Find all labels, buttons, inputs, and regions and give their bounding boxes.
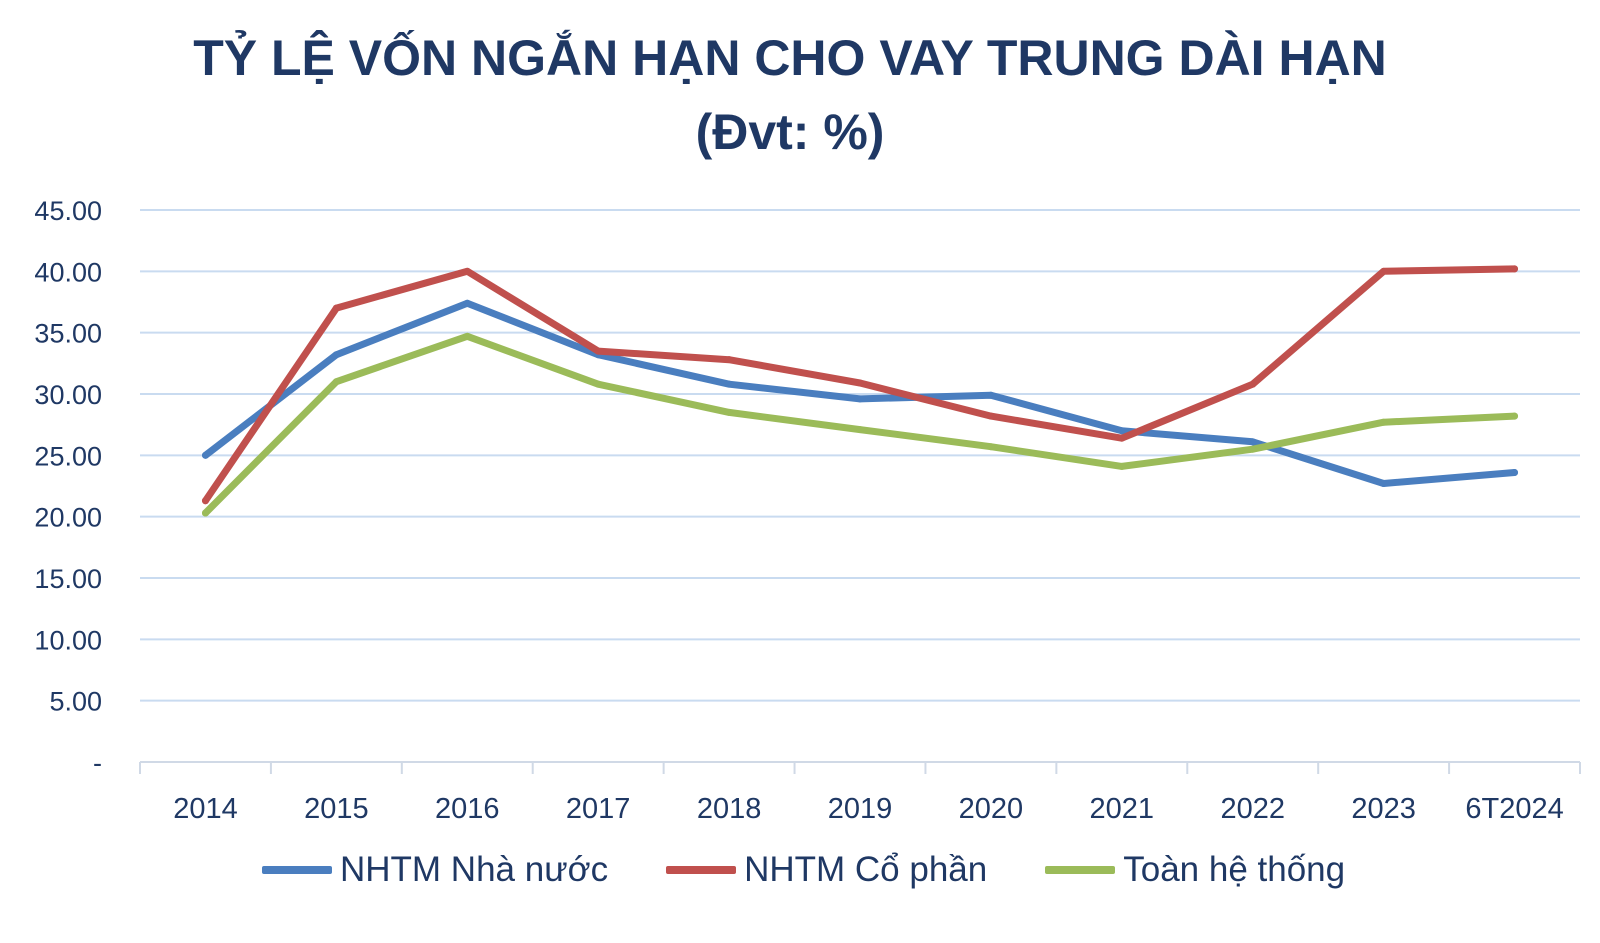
y-tick-label: 25.00 bbox=[34, 441, 102, 471]
data-point bbox=[201, 497, 209, 505]
x-tick-label: 2017 bbox=[566, 793, 631, 825]
y-axis-ticks: - 5.00 10.00 15.00 20.00 25.00 30.00 35.00 40.00… bbox=[34, 196, 102, 778]
x-tick-label: 2016 bbox=[435, 793, 500, 825]
legend-swatch bbox=[1045, 866, 1116, 874]
data-point bbox=[332, 378, 340, 386]
data-point bbox=[594, 347, 602, 355]
series-line-3 bbox=[202, 332, 1518, 517]
data-point bbox=[1249, 438, 1257, 446]
y-tick-label: 15.00 bbox=[34, 564, 102, 594]
x-axis bbox=[139, 761, 1581, 774]
y-tick-label: 10.00 bbox=[34, 625, 102, 655]
data-point bbox=[201, 451, 209, 459]
legend-swatch bbox=[262, 866, 332, 874]
data-point bbox=[725, 408, 733, 416]
data-point bbox=[1118, 434, 1126, 442]
x-tick-label: 2015 bbox=[304, 793, 369, 825]
data-point bbox=[1380, 418, 1388, 426]
data-point bbox=[1511, 412, 1519, 420]
data-point bbox=[463, 299, 471, 307]
data-point bbox=[594, 380, 602, 388]
data-point bbox=[856, 379, 864, 387]
data-point bbox=[1249, 380, 1257, 388]
y-tick-label: 40.00 bbox=[34, 257, 102, 287]
y-tick-label: 5.00 bbox=[49, 687, 102, 717]
data-point bbox=[987, 443, 995, 451]
y-tick-label: 35.00 bbox=[34, 319, 102, 349]
data-point bbox=[332, 304, 340, 312]
data-point bbox=[1380, 480, 1388, 488]
x-tick-label: 2018 bbox=[697, 793, 762, 825]
y-tick-label: - bbox=[93, 748, 102, 778]
y-tick-label: 20.00 bbox=[34, 503, 102, 533]
y-tick-label: 30.00 bbox=[34, 380, 102, 410]
legend-label: Toàn hệ thống bbox=[1123, 850, 1346, 889]
legend-label: NHTM Cổ phần bbox=[744, 850, 988, 889]
legend-label: NHTM Nhà nước bbox=[340, 850, 609, 889]
x-tick-label: 2019 bbox=[828, 793, 893, 825]
data-point bbox=[856, 426, 864, 434]
x-tick-label: 2014 bbox=[173, 793, 238, 825]
data-point bbox=[856, 395, 864, 403]
data-point bbox=[987, 412, 995, 420]
chart-title: TỶ LỆ VỐN NGẮN HẠN CHO VAY TRUNG DÀI HẠN bbox=[193, 30, 1387, 86]
data-point bbox=[725, 380, 733, 388]
x-tick-label: 6T2024 bbox=[1465, 793, 1563, 825]
data-point bbox=[201, 509, 209, 517]
data-point bbox=[1249, 445, 1257, 453]
x-tick-label: 2023 bbox=[1351, 793, 1416, 825]
legend-item: Toàn hệ thống bbox=[1045, 850, 1345, 890]
data-point bbox=[463, 267, 471, 275]
data-point bbox=[332, 351, 340, 359]
legend-item: NHTM Cổ phần bbox=[666, 850, 987, 890]
y-tick-label: 45.00 bbox=[34, 196, 102, 226]
data-point bbox=[1118, 427, 1126, 435]
data-point bbox=[1511, 265, 1519, 273]
data-point bbox=[987, 391, 995, 399]
legend: NHTM Nhà nước NHTM Cổ phần Toàn hệ thống bbox=[262, 845, 1403, 895]
data-point bbox=[1118, 462, 1126, 470]
legend-swatch bbox=[666, 866, 737, 874]
data-point bbox=[463, 332, 471, 340]
chart-subtitle: (Đvt: %) bbox=[695, 104, 885, 160]
x-tick-label: 2022 bbox=[1220, 793, 1285, 825]
x-tick-label: 2020 bbox=[959, 793, 1024, 825]
data-point bbox=[1380, 267, 1388, 275]
gridlines bbox=[140, 209, 1580, 702]
data-point bbox=[1511, 469, 1519, 477]
legend-item: NHTM Nhà nước bbox=[262, 850, 608, 890]
x-axis-ticks: 2014 2015 2016 2017 2018 2019 2020 2021 2022 2023… bbox=[173, 793, 1564, 825]
x-tick-label: 2021 bbox=[1090, 793, 1155, 825]
series-lines bbox=[201, 265, 1519, 517]
data-point bbox=[725, 356, 733, 364]
